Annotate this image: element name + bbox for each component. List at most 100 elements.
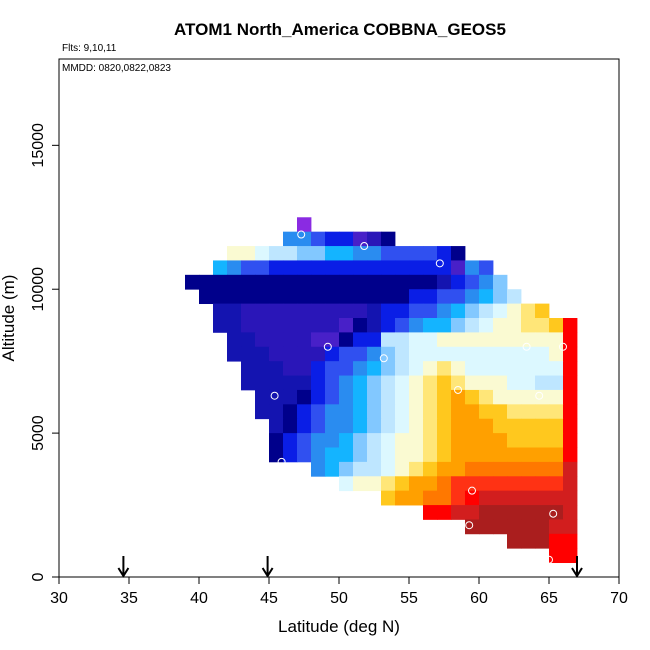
heatmap-cell [353,375,368,391]
heatmap-cell [325,231,340,247]
heatmap-cell [297,346,312,362]
heatmap-cell [493,461,508,477]
heatmap-cell [423,505,438,520]
x-tick-label: 30 [50,590,68,607]
heatmap-cell [409,433,424,448]
heatmap-cell [451,447,466,463]
heatmap-cell [339,231,354,247]
heatmap-cell [297,332,312,348]
heatmap-cell [283,289,298,305]
sample-marker [559,342,567,351]
sample-marker [468,486,476,495]
heatmap-cell [353,433,368,448]
heatmap-cell [367,461,382,477]
heatmap-cell [227,289,242,305]
heatmap-cell [297,217,312,233]
heatmap-cell [395,303,410,319]
heatmap-cell [255,289,270,305]
heatmap-cell [367,389,382,405]
chart-title: ATOM1 North_America COBBNA_GEOS5 [174,20,506,39]
heatmap-cell [381,447,396,463]
heatmap-cell [563,533,578,549]
heatmap-cell [451,476,466,492]
heatmap-cell [507,418,522,434]
heatmap-cell [437,447,452,463]
heatmap-cell [367,346,382,362]
heatmap-cell [311,246,326,261]
heatmap-cell [353,447,368,463]
heatmap-cell [339,260,354,276]
heatmap-cell [451,433,466,448]
heatmap-cell [479,274,494,290]
heatmap-cell [465,375,480,391]
heatmap-cell [507,375,522,391]
sample-marker [522,342,531,351]
heatmap-cell [535,375,550,391]
heatmap-cell [465,260,480,276]
heatmap-cell [479,361,494,376]
heatmap-cell [409,418,424,434]
heatmap-cell [535,332,550,348]
heatmap-cell [465,418,480,434]
heatmap-cell [185,274,200,290]
heatmap-cell [409,404,424,420]
heatmap-cell [297,318,312,333]
sample-marker [379,354,388,363]
heatmap-cell [325,346,340,362]
heatmap-cell [437,404,452,420]
heatmap-cell [255,346,270,362]
heatmap-cell [465,476,480,492]
flight-arrow [117,556,130,578]
heatmap-cell [409,447,424,463]
heatmap-cell [367,274,382,290]
heatmap-cell [395,490,410,506]
heatmap-cell [353,260,368,276]
heatmap-cell [549,418,564,434]
heatmap-cell [409,375,424,391]
heatmap-cell [423,375,438,391]
heatmap-cell [451,260,466,276]
heatmap-cell [521,519,536,535]
heatmap-cell [269,274,284,290]
heatmap-cell [325,246,340,261]
heatmap-cell [521,447,536,463]
heatmap-cell [395,433,410,448]
heatmap-cell [255,303,270,319]
heatmap-cell [563,375,578,391]
heatmap-cell [213,260,228,276]
heatmap-cell [283,447,298,463]
heatmap-cell [437,289,452,305]
heatmap-cell [535,318,550,333]
x-tick-label: 60 [470,590,488,607]
heatmap-cell [283,274,298,290]
heatmap-cell [507,490,522,506]
heatmap-cell [423,260,438,276]
heatmap-cell [451,332,466,348]
heatmap-cell [563,548,578,564]
heatmap-cell [255,404,270,420]
heatmap-cell [367,289,382,305]
heatmap-cell [311,231,326,247]
heatmap-cell [437,418,452,434]
heatmap-cell [465,274,480,290]
heatmap-cell [325,375,340,391]
heatmap-cell [395,389,410,405]
heatmap-cell [283,375,298,391]
heatmap-cell [297,231,312,247]
heatmap-cell [325,260,340,276]
heatmap-cell [227,274,242,290]
heatmap-cell [283,246,298,261]
heatmap-cell [297,246,312,261]
heatmap-cell [423,332,438,348]
heatmap-cell [241,303,256,319]
heatmap-cell [423,389,438,405]
heatmap-cell [325,461,340,477]
heatmap-cell [297,447,312,463]
heatmap-cell [409,318,424,333]
heatmap-cell [367,375,382,391]
sample-marker [277,457,286,466]
heatmap-cell [297,389,312,405]
heatmap-cell [283,332,298,348]
heatmap-cell [549,433,564,448]
heatmap-cell [423,246,438,261]
